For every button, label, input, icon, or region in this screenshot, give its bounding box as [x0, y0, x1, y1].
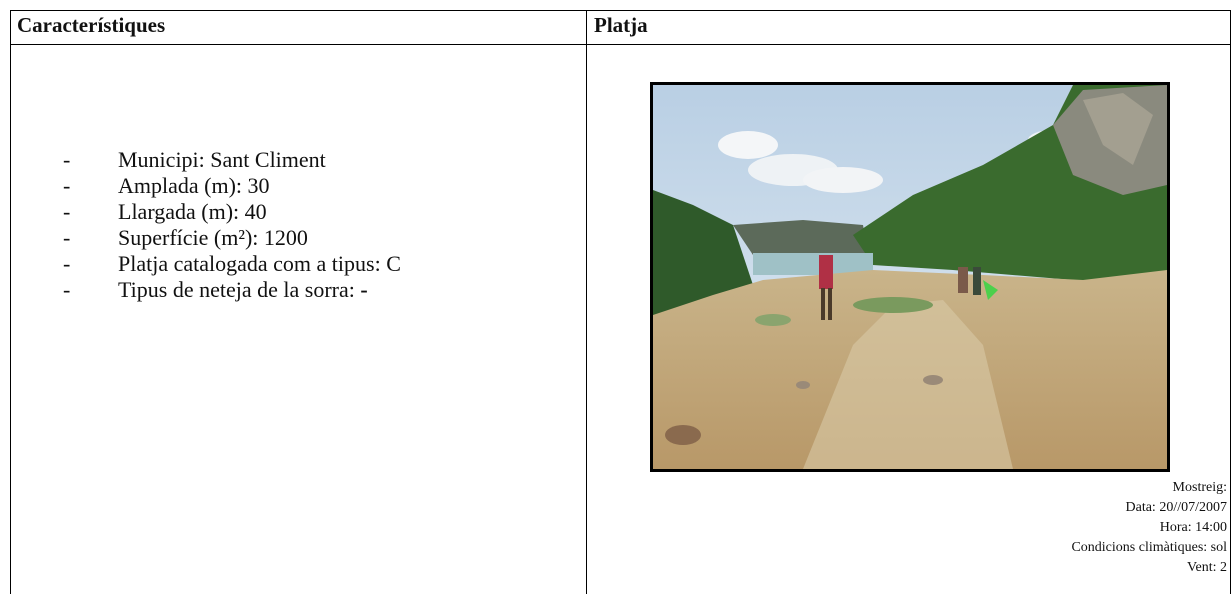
feature-item: - Municipi: Sant Climent: [63, 147, 326, 172]
column-divider: [586, 10, 587, 594]
feature-label: Superfície (m²):: [118, 225, 259, 250]
header-border-bottom: [10, 44, 1231, 45]
feature-label: Amplada (m):: [118, 173, 243, 198]
feature-label: Llargada (m):: [118, 199, 240, 224]
feature-value: 40: [244, 199, 267, 224]
caption-line: Data: 20//07/2007: [1125, 500, 1228, 515]
table-border-left: [10, 10, 11, 594]
caption-line: Condicions climàtiques: sol: [1071, 540, 1227, 555]
feature-value: 30: [247, 173, 270, 198]
feature-item: - Superfície (m²): 1200: [63, 225, 308, 250]
feature-list: - Municipi: Sant Climent - Amplada (m): 30…: [55, 147, 401, 303]
column-header: Platja: [594, 13, 648, 37]
caption-line: Vent: 2: [1186, 560, 1227, 575]
feature-value: 1200: [263, 225, 308, 250]
feature-item: - Amplada (m): 30: [63, 173, 270, 198]
feature-label: Tipus de neteja de la sorra:: [118, 277, 355, 302]
feature-value: C: [386, 251, 401, 276]
photo-caption: Mostreig: Data: 20//07/2007 Hora: 14:00 …: [1071, 478, 1227, 578]
feature-label: Platja catalogada com a tipus:: [118, 251, 381, 276]
feature-item: - Platja catalogada com a tipus: C: [63, 251, 401, 276]
feature-label: Municipi:: [118, 147, 205, 172]
feature-value: Sant Climent: [210, 147, 326, 172]
table-border-top: [10, 10, 1231, 11]
caption-line: Hora: 14:00: [1159, 520, 1227, 535]
feature-item: - Tipus de neteja de la sorra: -: [63, 277, 368, 302]
caption-line: Mostreig:: [1172, 480, 1227, 495]
feature-item: - Llargada (m): 40: [63, 199, 267, 224]
column-header: Característiques: [17, 13, 166, 37]
feature-value: -: [360, 277, 368, 302]
beach-photo: [650, 82, 1170, 472]
